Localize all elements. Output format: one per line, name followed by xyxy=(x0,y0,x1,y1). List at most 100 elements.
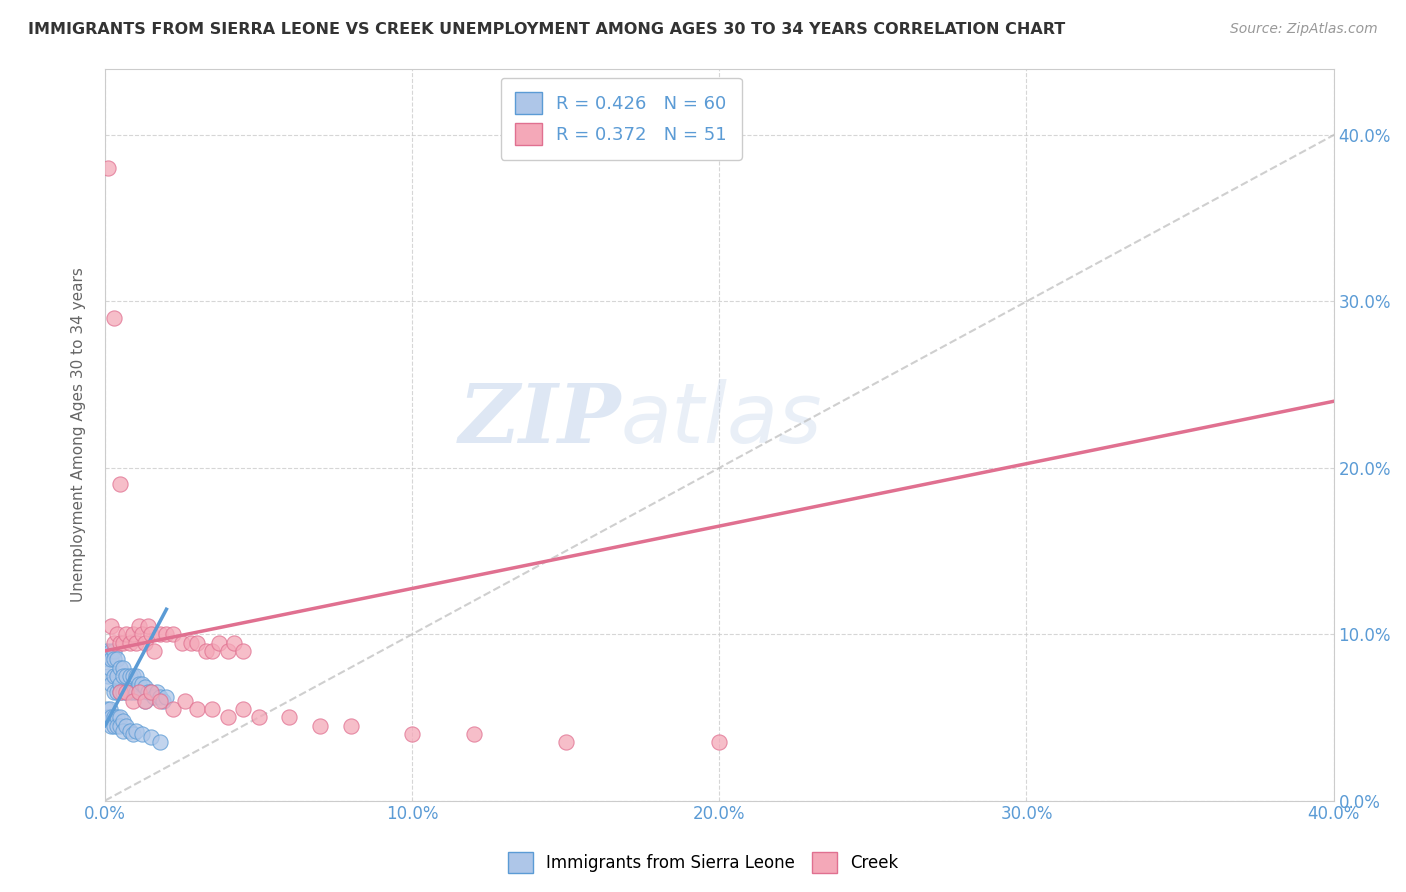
Point xyxy=(118,635,141,649)
Point xyxy=(146,685,169,699)
Point xyxy=(97,652,120,666)
Point xyxy=(709,735,731,749)
Point xyxy=(105,627,128,641)
Point xyxy=(100,619,122,633)
Point xyxy=(105,719,128,733)
Point xyxy=(105,710,128,724)
Point xyxy=(121,685,143,699)
Point xyxy=(110,710,132,724)
Point xyxy=(134,694,156,708)
Point xyxy=(103,710,125,724)
Point xyxy=(110,477,132,491)
Point xyxy=(105,685,128,699)
Point xyxy=(115,669,138,683)
Point xyxy=(125,723,148,738)
Point xyxy=(232,702,254,716)
Point xyxy=(125,635,148,649)
Point xyxy=(115,685,138,699)
Point xyxy=(186,702,208,716)
Point xyxy=(155,690,177,705)
Point xyxy=(128,685,150,699)
Point xyxy=(121,669,143,683)
Point xyxy=(128,619,150,633)
Point xyxy=(112,669,135,683)
Point xyxy=(103,669,125,683)
Text: Source: ZipAtlas.com: Source: ZipAtlas.com xyxy=(1230,22,1378,37)
Point xyxy=(134,635,156,649)
Point xyxy=(100,719,122,733)
Point xyxy=(96,702,118,716)
Point xyxy=(195,644,218,658)
Point xyxy=(112,714,135,728)
Point xyxy=(143,690,166,705)
Point xyxy=(98,660,121,674)
Point xyxy=(115,685,138,699)
Point xyxy=(217,644,239,658)
Point xyxy=(121,627,143,641)
Point xyxy=(149,694,172,708)
Point xyxy=(232,644,254,658)
Point xyxy=(100,644,122,658)
Point xyxy=(128,685,150,699)
Point xyxy=(180,635,202,649)
Point xyxy=(309,719,332,733)
Point xyxy=(149,735,172,749)
Point xyxy=(131,727,153,741)
Point xyxy=(143,644,166,658)
Point xyxy=(278,710,301,724)
Point xyxy=(121,727,143,741)
Point xyxy=(155,627,177,641)
Point xyxy=(152,694,174,708)
Point xyxy=(247,710,270,724)
Point xyxy=(96,644,118,658)
Point xyxy=(170,635,193,649)
Point xyxy=(201,702,224,716)
Point xyxy=(97,669,120,683)
Point xyxy=(110,677,132,691)
Point xyxy=(110,685,132,699)
Point xyxy=(110,719,132,733)
Text: atlas: atlas xyxy=(621,379,823,460)
Point xyxy=(139,731,162,745)
Point xyxy=(112,723,135,738)
Point xyxy=(139,685,162,699)
Point xyxy=(217,710,239,724)
Point xyxy=(121,694,143,708)
Legend: Immigrants from Sierra Leone, Creek: Immigrants from Sierra Leone, Creek xyxy=(501,846,905,880)
Point xyxy=(208,635,231,649)
Point xyxy=(115,719,138,733)
Point xyxy=(98,702,121,716)
Point xyxy=(100,652,122,666)
Point xyxy=(103,644,125,658)
Point xyxy=(463,727,485,741)
Y-axis label: Unemployment Among Ages 30 to 34 years: Unemployment Among Ages 30 to 34 years xyxy=(72,267,86,602)
Point xyxy=(103,635,125,649)
Point xyxy=(105,652,128,666)
Point xyxy=(136,619,159,633)
Point xyxy=(110,685,132,699)
Point xyxy=(118,685,141,699)
Point xyxy=(112,635,135,649)
Point xyxy=(149,690,172,705)
Point xyxy=(134,681,156,695)
Point xyxy=(125,685,148,699)
Point xyxy=(134,694,156,708)
Point xyxy=(149,627,172,641)
Point xyxy=(128,677,150,691)
Point xyxy=(554,735,576,749)
Point xyxy=(110,660,132,674)
Point xyxy=(118,669,141,683)
Legend: R = 0.426   N = 60, R = 0.372   N = 51: R = 0.426 N = 60, R = 0.372 N = 51 xyxy=(501,78,741,160)
Point xyxy=(97,710,120,724)
Point xyxy=(103,685,125,699)
Point xyxy=(115,627,138,641)
Point xyxy=(100,677,122,691)
Point xyxy=(112,660,135,674)
Text: ZIP: ZIP xyxy=(458,380,621,460)
Point xyxy=(103,719,125,733)
Point xyxy=(118,723,141,738)
Point xyxy=(139,685,162,699)
Point xyxy=(103,311,125,326)
Point xyxy=(201,644,224,658)
Point xyxy=(222,635,245,649)
